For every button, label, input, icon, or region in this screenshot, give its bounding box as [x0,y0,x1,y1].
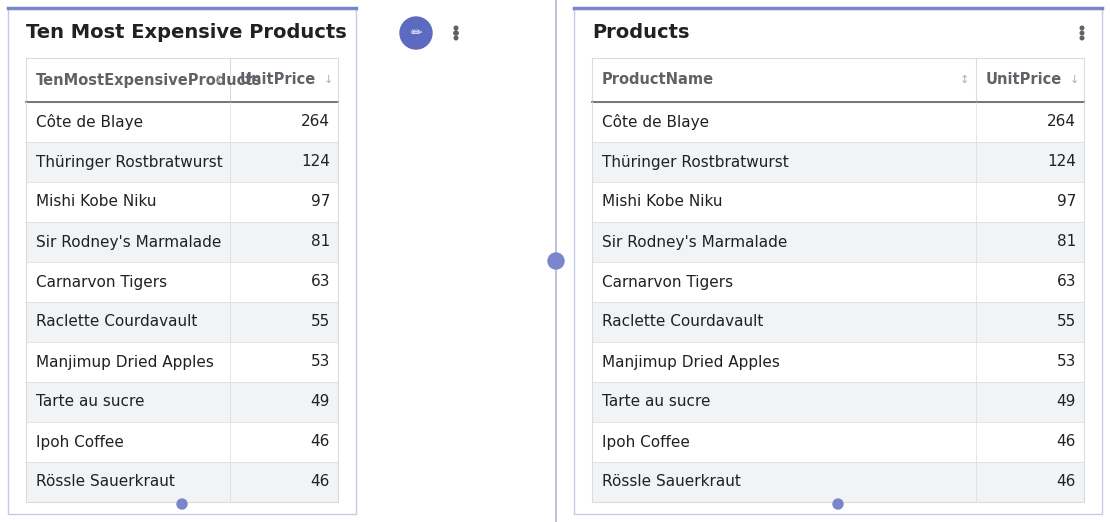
FancyBboxPatch shape [26,422,339,462]
FancyBboxPatch shape [26,142,339,182]
Text: Ten Most Expensive Products: Ten Most Expensive Products [26,23,346,42]
Text: Mishi Kobe Niku: Mishi Kobe Niku [602,195,723,209]
FancyBboxPatch shape [26,222,339,262]
Text: 55: 55 [1057,314,1076,329]
Text: ProductName: ProductName [602,73,714,88]
Circle shape [1080,26,1083,30]
FancyBboxPatch shape [26,182,339,222]
Text: 97: 97 [311,195,330,209]
Text: 55: 55 [311,314,330,329]
Text: 46: 46 [311,434,330,449]
Text: Côte de Blaye: Côte de Blaye [602,114,709,130]
Text: Manjimup Dried Apples: Manjimup Dried Apples [36,354,214,370]
FancyBboxPatch shape [592,342,1084,382]
FancyBboxPatch shape [592,422,1084,462]
Text: 264: 264 [301,114,330,129]
Text: 53: 53 [1057,354,1076,370]
FancyBboxPatch shape [592,382,1084,422]
Text: 46: 46 [1057,474,1076,490]
Circle shape [454,31,457,35]
FancyBboxPatch shape [26,58,339,102]
FancyBboxPatch shape [26,382,339,422]
Circle shape [454,36,457,40]
Text: Raclette Courdavault: Raclette Courdavault [36,314,198,329]
Circle shape [454,26,457,30]
Circle shape [548,253,564,269]
FancyBboxPatch shape [592,222,1084,262]
FancyBboxPatch shape [592,58,1084,102]
FancyBboxPatch shape [592,462,1084,502]
Text: Sir Rodney's Marmalade: Sir Rodney's Marmalade [36,234,221,250]
Circle shape [454,31,457,35]
Text: 124: 124 [1047,155,1076,170]
Text: 49: 49 [311,395,330,409]
Text: Rössle Sauerkraut: Rössle Sauerkraut [602,474,740,490]
Text: 63: 63 [1057,275,1076,290]
FancyBboxPatch shape [592,102,1084,142]
Text: Sir Rodney's Marmalade: Sir Rodney's Marmalade [602,234,787,250]
FancyBboxPatch shape [8,8,356,514]
Text: ↕: ↕ [959,75,969,85]
FancyBboxPatch shape [592,302,1084,342]
FancyBboxPatch shape [26,262,339,302]
Text: UnitPrice: UnitPrice [986,73,1062,88]
Text: 124: 124 [301,155,330,170]
Text: 46: 46 [311,474,330,490]
Text: Mishi Kobe Niku: Mishi Kobe Niku [36,195,157,209]
Text: Thüringer Rostbratwurst: Thüringer Rostbratwurst [602,155,789,170]
Text: Tarte au sucre: Tarte au sucre [602,395,710,409]
Text: Tarte au sucre: Tarte au sucre [36,395,144,409]
Text: 264: 264 [1047,114,1076,129]
Text: 53: 53 [311,354,330,370]
FancyBboxPatch shape [574,8,1102,514]
Text: Ipoh Coffee: Ipoh Coffee [602,434,690,449]
Text: Rössle Sauerkraut: Rössle Sauerkraut [36,474,175,490]
Text: Carnarvon Tigers: Carnarvon Tigers [36,275,168,290]
Text: ↓: ↓ [323,75,333,85]
Circle shape [832,499,842,509]
Text: 63: 63 [311,275,330,290]
Circle shape [454,31,457,35]
Circle shape [1080,31,1083,35]
FancyBboxPatch shape [592,142,1084,182]
Text: Raclette Courdavault: Raclette Courdavault [602,314,764,329]
Text: Côte de Blaye: Côte de Blaye [36,114,143,130]
Text: 46: 46 [1057,434,1076,449]
Text: TenMostExpensiveProducts: TenMostExpensiveProducts [36,73,262,88]
Circle shape [400,17,432,49]
FancyBboxPatch shape [26,462,339,502]
Text: Ipoh Coffee: Ipoh Coffee [36,434,124,449]
Text: Products: Products [592,23,689,42]
Text: Carnarvon Tigers: Carnarvon Tigers [602,275,733,290]
Text: ↕: ↕ [213,75,223,85]
Text: UnitPrice: UnitPrice [240,73,316,88]
Circle shape [454,31,457,35]
Text: 49: 49 [1057,395,1076,409]
FancyBboxPatch shape [26,102,339,142]
Circle shape [176,499,186,509]
Text: ✏: ✏ [411,26,422,40]
Text: 81: 81 [311,234,330,250]
FancyBboxPatch shape [26,342,339,382]
Text: Thüringer Rostbratwurst: Thüringer Rostbratwurst [36,155,223,170]
FancyBboxPatch shape [26,302,339,342]
Text: ↓: ↓ [1069,75,1079,85]
Text: Manjimup Dried Apples: Manjimup Dried Apples [602,354,780,370]
Text: 97: 97 [1057,195,1076,209]
Circle shape [1080,36,1083,40]
FancyBboxPatch shape [592,182,1084,222]
FancyBboxPatch shape [592,262,1084,302]
Text: 81: 81 [1057,234,1076,250]
